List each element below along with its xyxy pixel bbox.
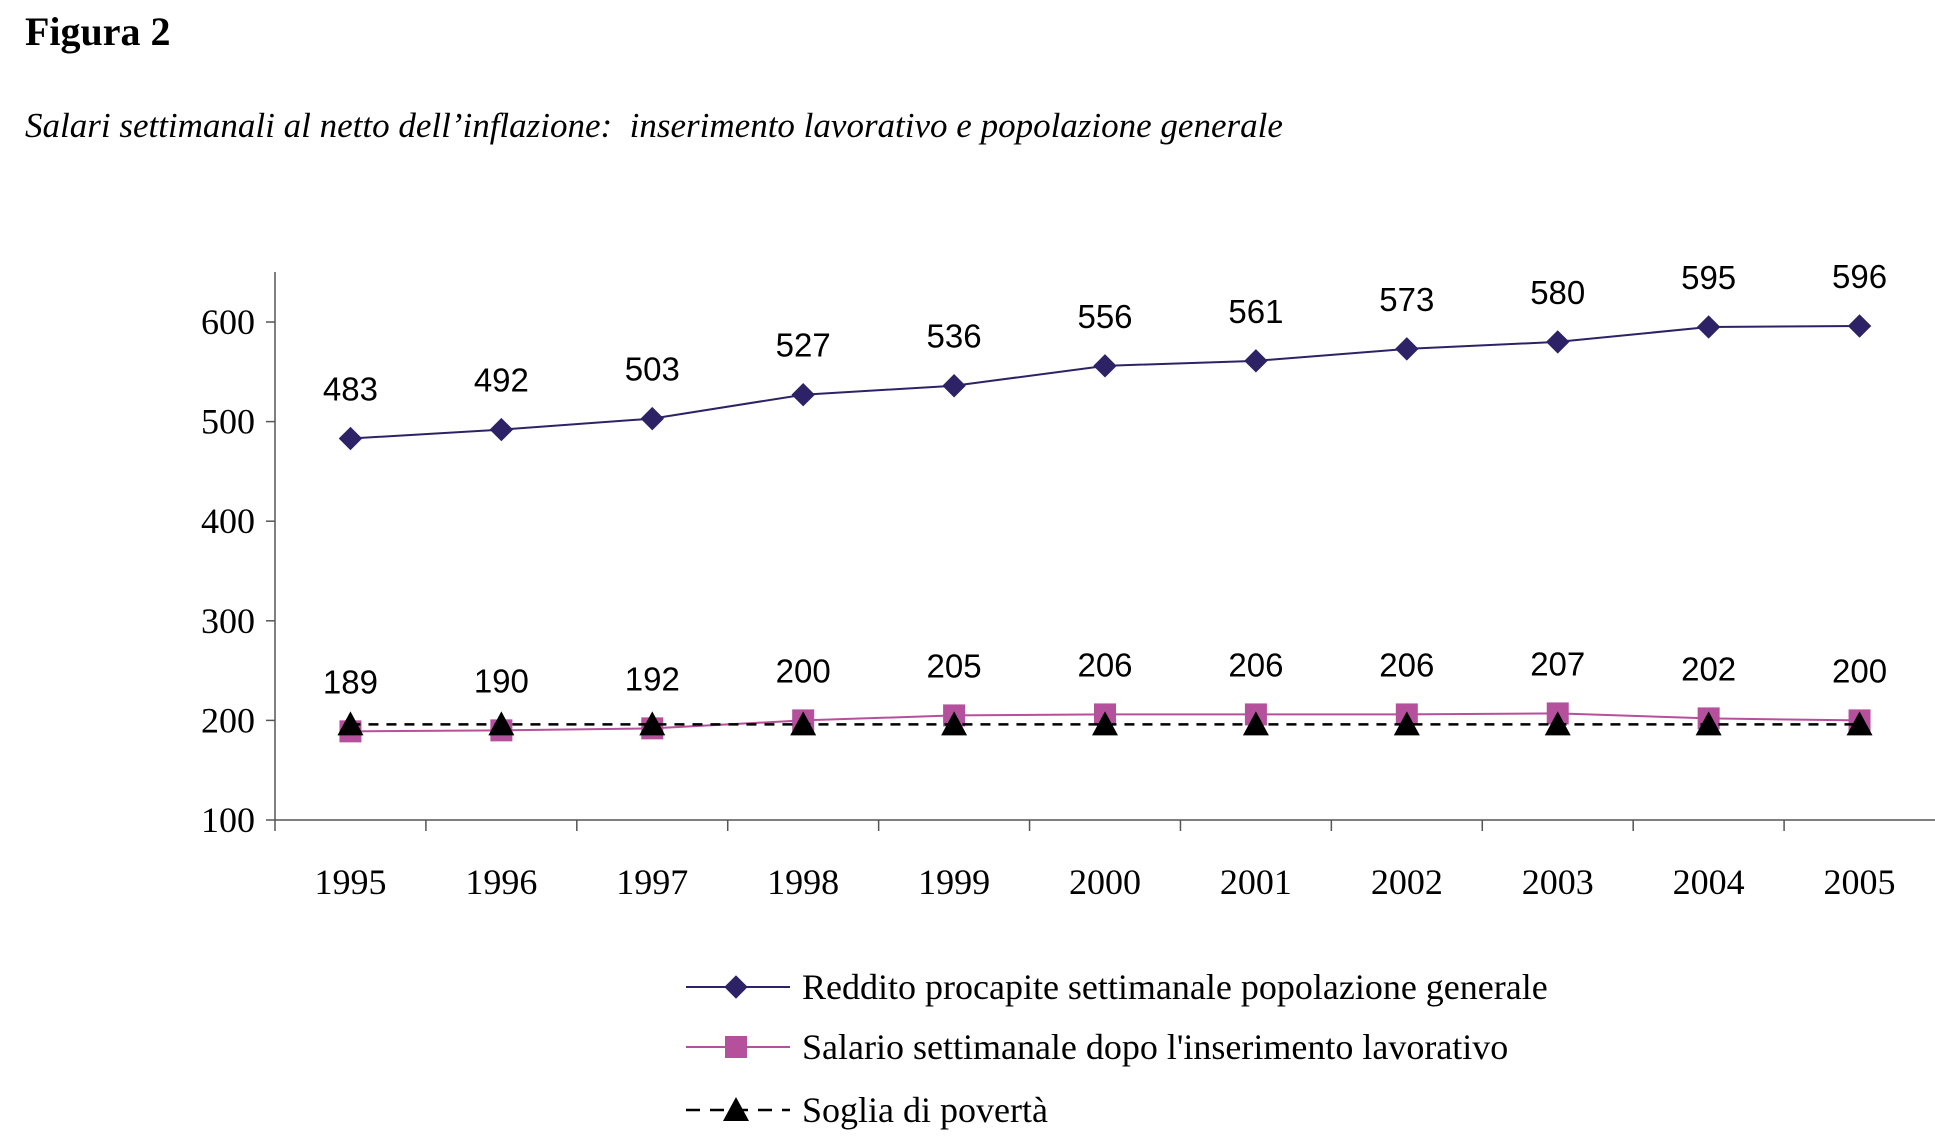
data-point [338, 426, 363, 451]
data-label: 205 [927, 647, 982, 684]
data-point [790, 711, 817, 736]
legend-label: Salario settimanale dopo l'inserimento l… [802, 1027, 1508, 1067]
legend-item: Salario settimanale dopo l'inserimento l… [686, 1027, 1508, 1067]
data-label: 206 [1379, 646, 1434, 683]
x-tick-label: 2003 [1522, 862, 1594, 902]
data-label: 206 [1077, 646, 1132, 683]
data-label: 192 [625, 660, 680, 697]
x-tick-label: 2005 [1824, 862, 1896, 902]
x-tick-label: 2001 [1220, 862, 1292, 902]
data-label: 596 [1832, 258, 1887, 295]
data-point [640, 406, 664, 431]
x-tick-label: 1997 [616, 862, 688, 902]
data-label: 189 [323, 663, 378, 700]
x-tick-label: 2000 [1069, 862, 1141, 902]
data-label: 492 [474, 362, 529, 399]
data-label: 190 [474, 662, 529, 699]
data-point [1242, 711, 1269, 736]
data-label: 200 [1832, 652, 1887, 689]
data-label: 580 [1530, 274, 1585, 311]
data-labels: 189 190 192 200 205 206 206 206 207 202 200 483 492 5… [323, 258, 1887, 700]
data-label: 503 [625, 351, 680, 388]
data-label: 556 [1077, 298, 1132, 335]
legend-marker [723, 1097, 749, 1121]
data-label: 573 [1379, 281, 1434, 318]
data-label: 483 [323, 371, 378, 408]
x-tick-label: 1999 [918, 862, 990, 902]
x-tick-label: 1998 [767, 862, 839, 902]
series-layer [337, 314, 1873, 743]
data-point [1544, 711, 1571, 736]
legend-marker [724, 975, 748, 999]
legend-label: Soglia di povertà [802, 1090, 1048, 1130]
data-label: 595 [1681, 259, 1736, 296]
chart-title: Salari settimanali al netto dell’inflazi… [25, 106, 1283, 145]
y-tick-label: 200 [201, 700, 255, 740]
figure-label: Figura 2 [25, 9, 171, 54]
x-tick-label: 2004 [1673, 862, 1745, 902]
data-label: 206 [1228, 646, 1283, 683]
data-point [1092, 711, 1118, 736]
x-tick-label: 1995 [314, 862, 386, 902]
y-tick-label: 600 [201, 302, 255, 342]
legend-item: Soglia di povertà [686, 1090, 1048, 1130]
data-point [791, 383, 815, 407]
data-point [1695, 711, 1722, 736]
legend-label: Reddito procapite settimanale popolazion… [802, 967, 1548, 1007]
series-soglia-di-povert [337, 711, 1873, 736]
data-point [1244, 349, 1268, 373]
data-point [488, 711, 515, 736]
data-label: 200 [776, 652, 831, 689]
series-reddito-procapite-settimanale-popolazione-generale [338, 314, 1872, 451]
x-tick-label: 1996 [465, 862, 537, 902]
series-line [350, 324, 1860, 440]
data-point [1093, 354, 1117, 378]
data-label: 207 [1530, 645, 1585, 682]
data-point [941, 711, 968, 736]
data-label: 527 [776, 327, 831, 364]
data-point [1846, 711, 1873, 736]
legend-marker [725, 1036, 747, 1058]
data-point [1395, 337, 1419, 361]
data-point [337, 711, 364, 736]
data-point [1393, 711, 1420, 736]
data-point [1696, 315, 1721, 339]
data-label: 561 [1228, 293, 1283, 330]
y-tick-label: 300 [201, 601, 255, 641]
data-point [639, 711, 666, 736]
data-point [489, 417, 514, 442]
data-point [1546, 330, 1570, 354]
data-point [1847, 314, 1872, 338]
data-label: 536 [927, 318, 982, 355]
data-point [942, 374, 966, 398]
y-tick-label: 500 [201, 402, 255, 442]
x-tick-label: 2002 [1371, 862, 1443, 902]
data-label: 202 [1681, 650, 1736, 687]
legend-item: Reddito procapite settimanale popolazion… [686, 967, 1548, 1007]
legend: Reddito procapite settimanale popolazion… [686, 967, 1548, 1130]
y-tick-label: 100 [201, 800, 255, 840]
axes: 100 200 300 400 500 600 1995 1996 1997 1998 1999 20… [201, 272, 1935, 902]
y-tick-label: 400 [201, 501, 255, 541]
